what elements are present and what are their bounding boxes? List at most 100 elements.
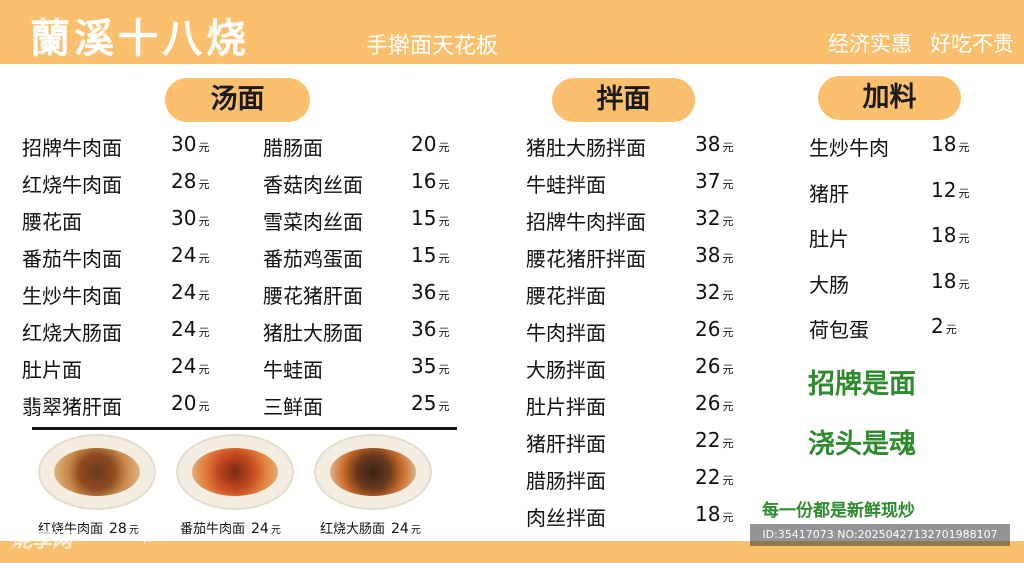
mixed-price-unit: 元 [722, 474, 734, 487]
soup-item-name: 红烧牛肉面 [22, 173, 122, 197]
mixed-item-price: 32 元 [695, 280, 733, 304]
soup-price-value: 24 [171, 243, 197, 267]
soup-item-name: 三鲜面 [263, 395, 323, 419]
soup-price-value: 24 [171, 354, 197, 378]
mixed-item-name: 腰花猪肝拌面 [526, 247, 646, 271]
extras-price-value: 18 [931, 132, 957, 156]
slogan-1: 经济实惠 [828, 32, 912, 56]
extras-item-name: 大肠 [809, 272, 849, 297]
soup-price-value: 36 [411, 280, 437, 304]
mixed-item-price: 22 元 [695, 428, 733, 452]
extras-price-unit: 元 [958, 277, 970, 291]
soup-item-price: 20 元 [411, 132, 449, 156]
soup-item-price: 25 元 [411, 391, 449, 415]
section-mixed-title: 拌面 [552, 78, 695, 122]
soup-price-value: 24 [171, 280, 197, 304]
soup-price-value: 25 [411, 391, 437, 415]
soup-item-name: 腰花面 [22, 210, 82, 234]
soup-item-name: 番茄鸡蛋面 [263, 247, 363, 271]
soup-price-value: 24 [171, 317, 197, 341]
soup-item-price: 28 元 [171, 169, 209, 193]
soup-price-unit: 元 [438, 289, 450, 302]
extras-price-unit: 元 [958, 232, 970, 245]
section-extras-title: 加料 [818, 76, 961, 120]
mixed-item-name: 猪肝拌面 [526, 432, 606, 456]
soup-item-price: 24 元 [171, 280, 209, 304]
extras-price-value: 12 [931, 177, 957, 202]
mixed-item-name: 肉丝拌面 [526, 506, 606, 530]
soup-item-price: 36 元 [411, 280, 449, 304]
extras-price-value: 18 [931, 223, 957, 247]
mixed-price-value: 22 [695, 428, 721, 452]
soup-price-unit: 元 [198, 326, 210, 339]
mixed-price-value: 37 [695, 169, 721, 193]
dish-label-1-name: 红烧牛肉面 [38, 522, 104, 537]
soup-item-name: 雪菜肉丝面 [263, 210, 363, 234]
extras-item-price: 12 元 [931, 178, 969, 202]
soup-item-price: 30 元 [171, 206, 209, 230]
dish-label-3-name: 红烧大肠面 [320, 522, 386, 537]
dish-label-1: 红烧牛肉面 28 元 [38, 518, 139, 537]
soup-price-value: 20 [411, 132, 437, 156]
soup-item-name: 生炒牛肉面 [22, 284, 122, 308]
soup-item-name: 番茄牛肉面 [22, 247, 122, 271]
dish-photo-3 [314, 434, 432, 510]
soup-item-name: 牛蛙面 [263, 358, 323, 382]
soup-price-value: 35 [411, 354, 437, 378]
mixed-item-price: 32 元 [695, 206, 733, 230]
brand-title: 蘭溪十八烧 [30, 15, 250, 62]
slogan: 经济实惠 好吃不贵 [810, 28, 1014, 58]
mixed-item-price: 38 元 [695, 132, 733, 156]
mixed-price-value: 26 [695, 354, 721, 378]
mixed-price-value: 32 [695, 280, 721, 304]
slogan-2: 好吃不贵 [930, 32, 1014, 56]
watermark-url: www.nipic.cn [100, 530, 179, 544]
soup-price-unit: 元 [438, 400, 450, 413]
soup-item-price: 24 元 [171, 317, 209, 341]
section-soup-title: 汤面 [165, 78, 310, 122]
soup-price-value: 15 [411, 243, 437, 267]
tagline-2: 浇头是魂 [808, 429, 916, 460]
tagline-1: 招牌是面 [808, 369, 916, 400]
dish-label-2: 番茄牛肉面 24 元 [180, 518, 281, 537]
dish-label-1-unit: 元 [128, 525, 139, 536]
mixed-item-name: 腊肠拌面 [526, 469, 606, 493]
mixed-item-price: 26 元 [695, 354, 733, 378]
mixed-price-value: 26 [695, 391, 721, 415]
extras-item-price: 18 元 [931, 223, 969, 247]
soup-price-value: 36 [411, 317, 437, 341]
extras-price-value: 18 [931, 268, 957, 293]
soup-price-unit: 元 [198, 141, 210, 154]
soup-item-name: 香菇肉丝面 [263, 173, 363, 197]
mixed-price-unit: 元 [722, 363, 734, 376]
mixed-price-unit: 元 [722, 511, 734, 524]
mixed-item-name: 肚片拌面 [526, 395, 606, 419]
soup-item-price: 15 元 [411, 243, 449, 267]
extras-price-unit: 元 [958, 141, 970, 154]
soup-price-unit: 元 [438, 141, 450, 154]
soup-price-unit: 元 [198, 252, 210, 265]
soup-price-unit: 元 [198, 215, 210, 228]
mixed-item-price: 26 元 [695, 317, 733, 341]
soup-price-unit: 元 [438, 326, 450, 339]
mixed-item-name: 招牌牛肉拌面 [526, 210, 646, 234]
mixed-price-value: 32 [695, 206, 721, 230]
soup-item-price: 24 元 [171, 243, 209, 267]
mixed-item-name: 大肠拌面 [526, 358, 606, 382]
soup-item-price: 35 元 [411, 354, 449, 378]
dish-label-2-name: 番茄牛肉面 [180, 522, 246, 537]
footer-bar [0, 541, 1024, 563]
mixed-item-price: 26 元 [695, 391, 733, 415]
soup-price-unit: 元 [198, 363, 210, 376]
soup-item-name: 翡翠猪肝面 [22, 395, 122, 419]
dish-label-3: 红烧大肠面 24 元 [320, 518, 421, 537]
soup-item-name: 肚片面 [22, 358, 82, 382]
extras-item-name: 生炒牛肉 [809, 136, 889, 160]
mixed-item-price: 18 元 [695, 502, 733, 526]
mixed-price-value: 38 [695, 243, 721, 267]
soup-item-name: 腊肠面 [263, 136, 323, 160]
soup-price-unit: 元 [198, 400, 210, 413]
soup-price-unit: 元 [438, 252, 450, 265]
extras-item-price: 18 元 [931, 269, 969, 293]
